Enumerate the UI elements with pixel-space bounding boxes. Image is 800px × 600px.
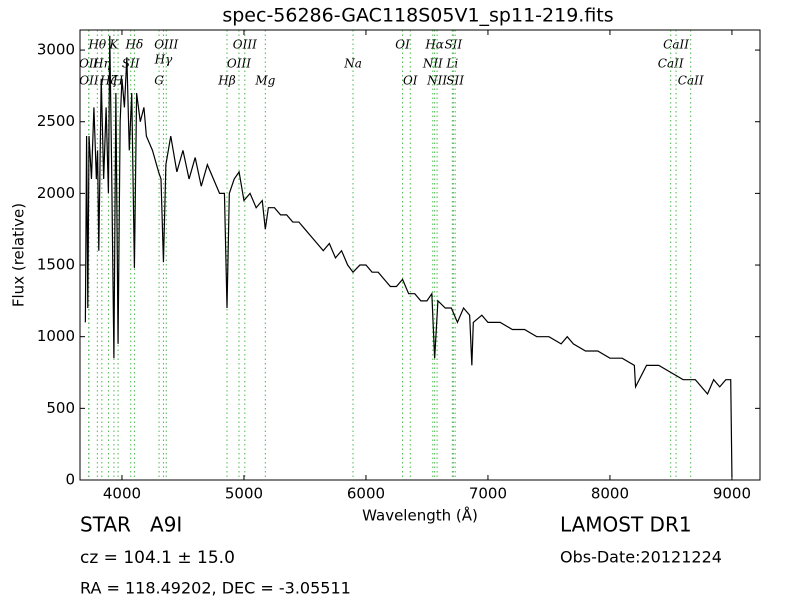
spectral-line-label: NII [426,74,447,88]
spectral-line-label: OII [79,74,99,88]
y-tick-label: 500 [46,399,75,417]
y-tick-label: 1000 [37,327,75,345]
spectral-line-label: Hθ [87,38,106,52]
y-tick-label: 2000 [37,184,75,202]
y-axis-label: Flux (relative) [10,203,28,307]
spectral-line-label: NII [422,57,443,71]
spectral-line-label: OIII [154,38,178,52]
spectral-line-label: Na [343,57,362,71]
spectral-line-label: Hβ [217,74,235,88]
spectral-line-label: G [154,74,164,88]
x-tick-label: 6000 [347,485,385,503]
y-tick-label: 1500 [37,256,75,274]
annotation: cz = 104.1 ± 15.0 [80,548,235,568]
annotation: STAR A9I [80,513,182,537]
spectral-line-label: SII [444,38,462,52]
spectral-line-label: Li [445,57,458,71]
spectral-line-label: CaII [663,38,689,52]
spectral-line-label: Hδ [125,38,144,52]
spectral-line-label: Hγ [154,53,173,67]
chart-title: spec-56286-GAC118S05V1_sp11-219.fits [222,5,613,27]
y-tick-label: 3000 [37,41,75,59]
spectral-line-label: K [108,38,119,52]
x-tick-label: 9000 [713,485,751,503]
annotation: LAMOST DR1 [560,513,692,537]
spectrum [84,35,733,478]
spectral-line-label: OIII [233,38,257,52]
x-tick-label: 8000 [591,485,629,503]
spectral-line-label: Hη [92,57,111,71]
spectral-line-label: OI [403,74,418,88]
x-tick-label: 4000 [103,485,141,503]
spectral-line-label: SII [122,57,140,71]
spectral-line-label: OII [79,57,99,71]
annotation: RA = 118.49202, DEC = -3.05511 [80,579,351,598]
y-tick-label: 0 [65,471,75,489]
y-tick-label: 2500 [37,112,75,130]
x-axis-label: Wavelength (Å) [362,506,478,525]
spectral-line-label: SII [446,74,464,88]
spectral-line-label: OI [395,38,410,52]
spectral-line-label: CaII [658,57,684,71]
x-tick-label: 5000 [225,485,263,503]
spectral-line-label: H [112,74,124,88]
spectral-line-label: Hα [424,38,444,52]
spectral-line-label: CaII [678,74,704,88]
x-tick-label: 7000 [469,485,507,503]
plot-frame [79,29,761,481]
spectral-line-label: OIII [227,57,251,71]
annotation: Obs-Date:20121224 [560,548,722,567]
spectral-line-label: Mg [254,74,275,88]
